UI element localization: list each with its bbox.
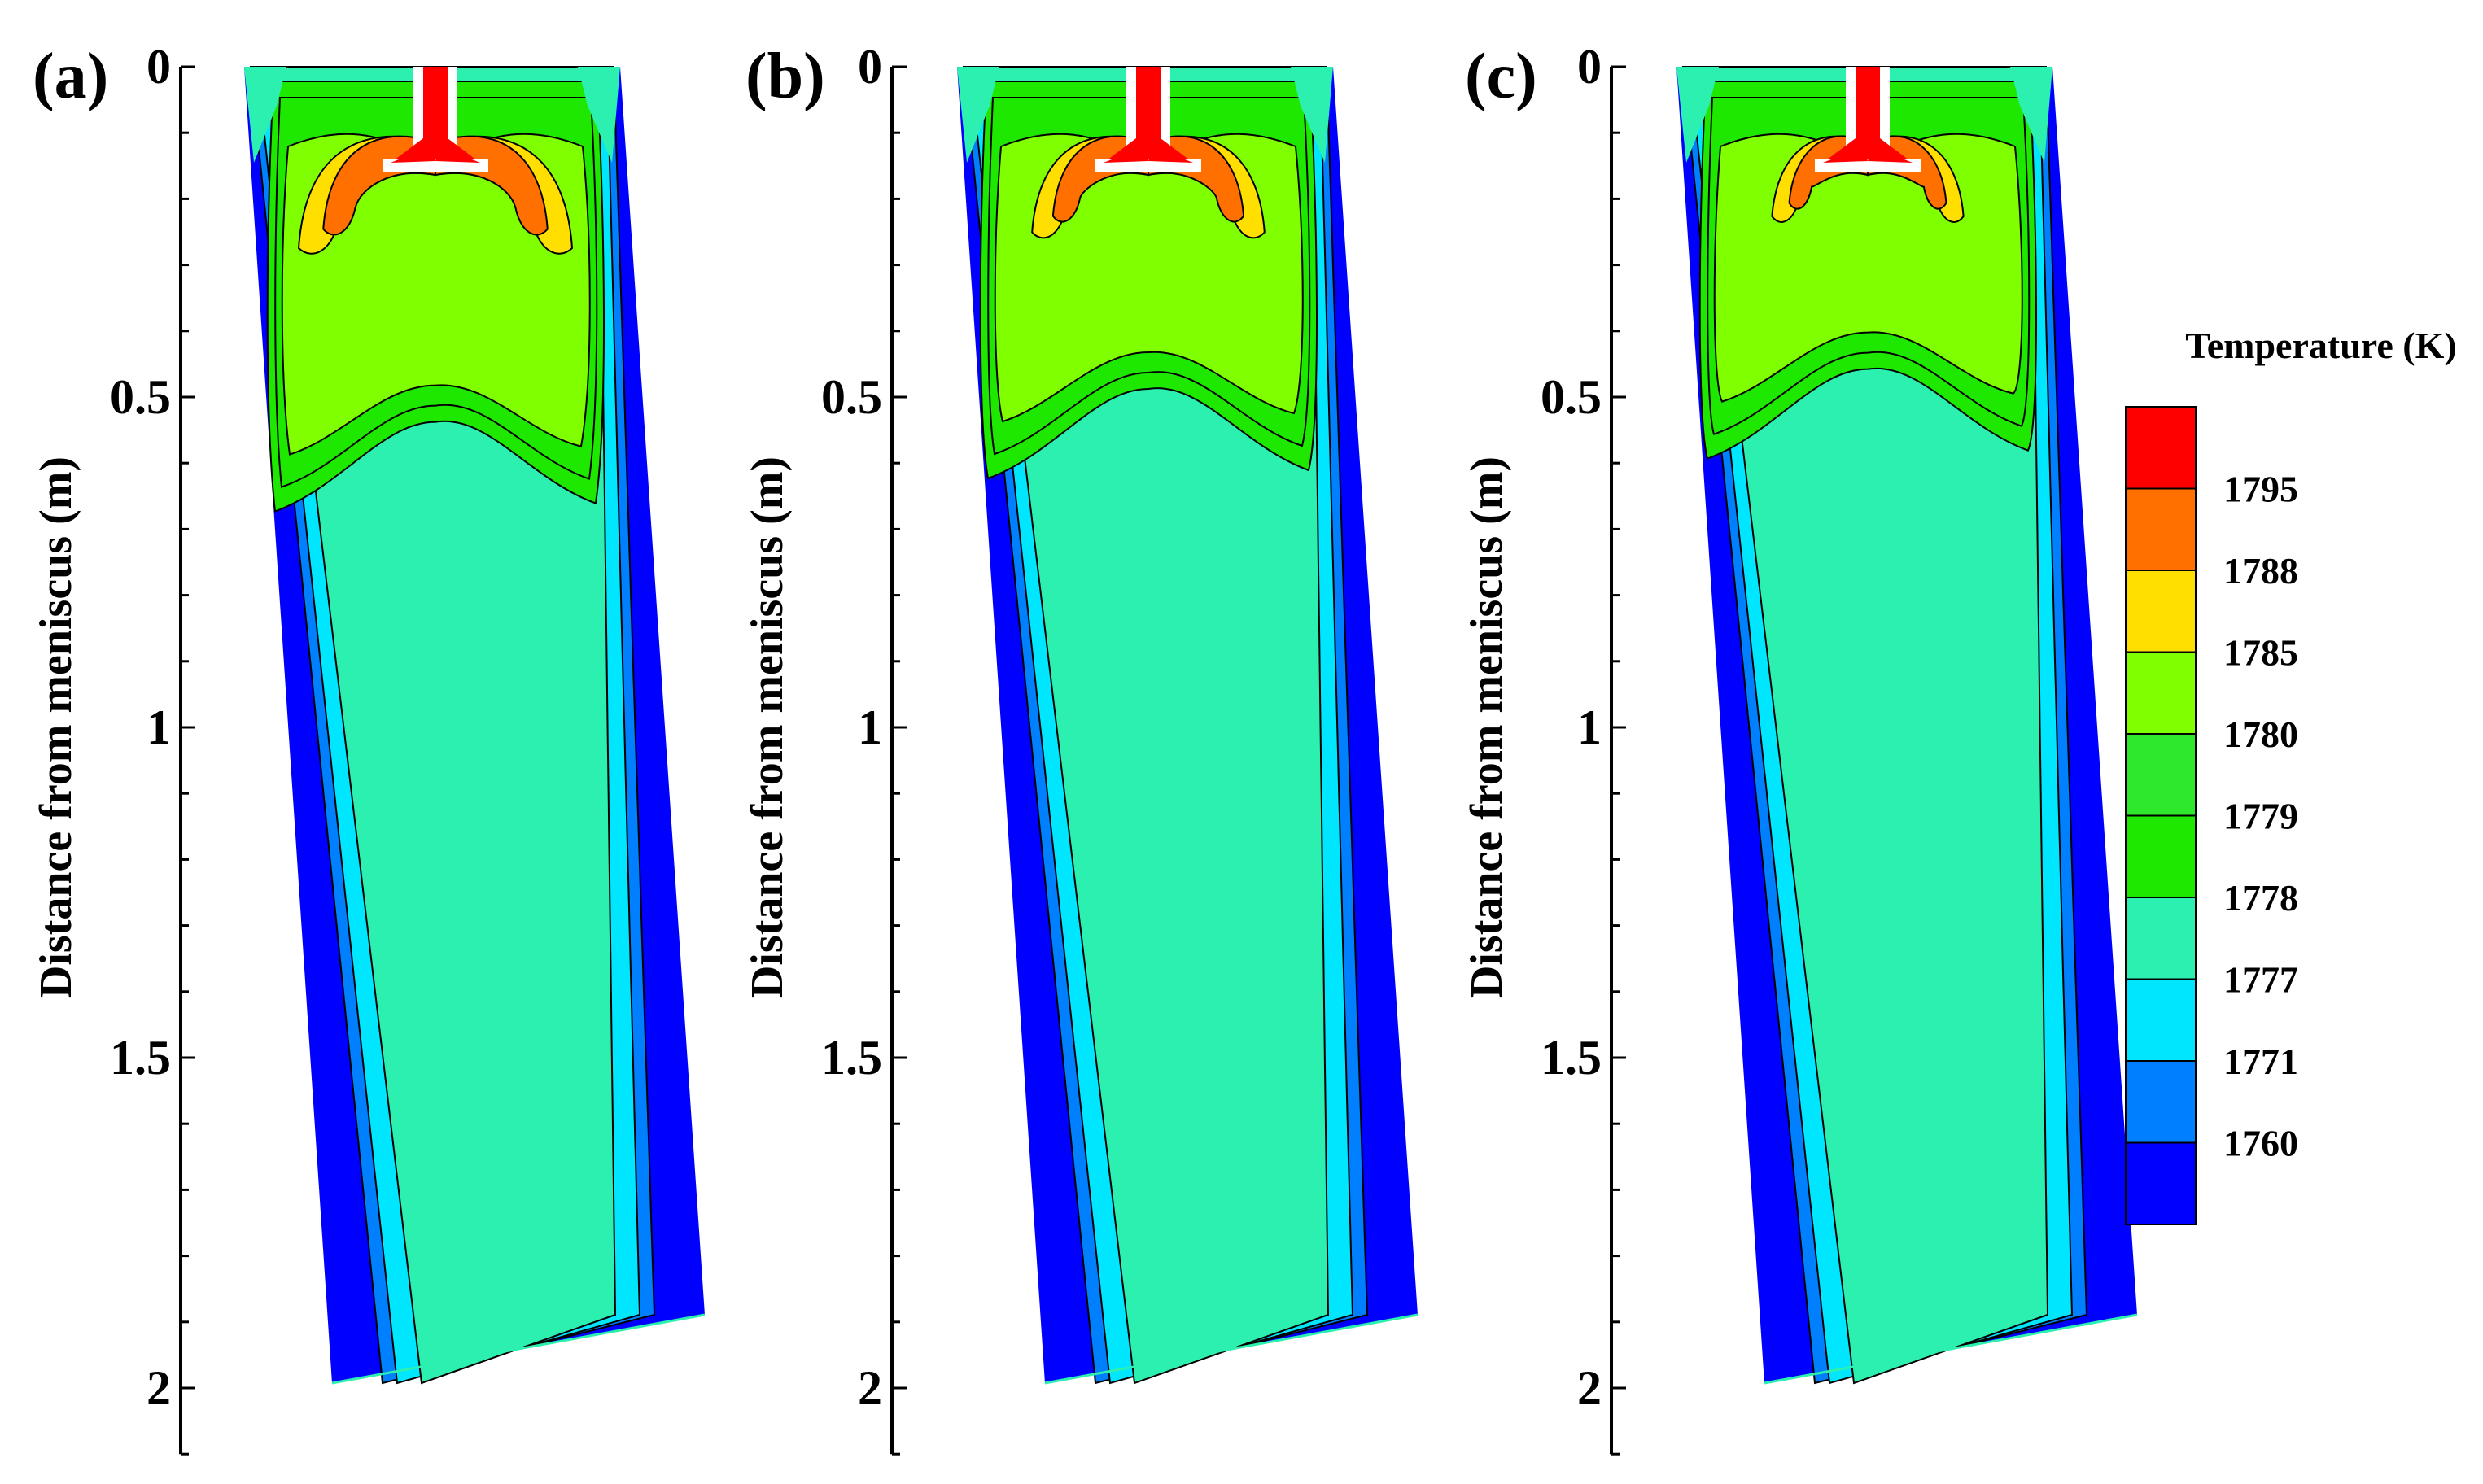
y-axis-title: Distance from meniscus (m)	[1462, 456, 1512, 998]
nozzle-bottom	[1095, 159, 1201, 172]
legend-swatch	[2125, 978, 2197, 1062]
legend-label: 1779	[2223, 796, 2298, 837]
panel-label: (c)	[1465, 41, 1537, 112]
y-tick-label: 0.5	[1541, 370, 1602, 424]
nozzle-bottom	[1815, 159, 1921, 172]
y-axis-title: Distance from meniscus (m)	[31, 456, 81, 998]
legend-label: 1760	[2223, 1123, 2298, 1164]
y-tick-label: 0	[1577, 40, 1602, 94]
y-tick-label: 0	[858, 40, 882, 94]
legend-label: 1795	[2223, 469, 2298, 510]
legend-swatch	[2125, 1060, 2197, 1144]
panel-label: (a)	[33, 41, 108, 112]
nozzle-port-right	[1148, 146, 1193, 163]
y-tick-label: 1.5	[821, 1031, 882, 1085]
legend-swatch	[2125, 651, 2197, 735]
panel-1: (a) 0 0.5 1 1.5 2 Distance from meniscus (m)	[31, 40, 706, 1456]
meniscus-corner-right	[578, 67, 620, 163]
strand-bottom-edge	[1044, 1313, 1419, 1385]
meniscus-corner-left	[1676, 67, 1719, 163]
nozzle-port-right	[435, 146, 480, 163]
panel-3: (c) 0 0.5 1 1.5 2 Distance from meniscus (m)	[1462, 40, 2138, 1456]
meniscus-corner-left	[957, 67, 999, 163]
panel-label: (b)	[745, 41, 825, 112]
legend-swatch	[2125, 406, 2197, 490]
legend-swatch	[2125, 733, 2197, 817]
nozzle-port-right	[1868, 146, 1913, 163]
legend-label: 1780	[2223, 714, 2298, 755]
panel-2: (b) 0 0.5 1 1.5 2 Distance from meniscus (m)	[742, 40, 1419, 1456]
legend-swatch	[2125, 1141, 2197, 1225]
legend-title: Temperature (K)	[2185, 325, 2456, 366]
nozzle-bottom	[383, 159, 488, 172]
legend-label: 1771	[2223, 1041, 2298, 1082]
y-tick-label: 0	[146, 40, 171, 94]
meniscus-corner-right	[1291, 67, 1333, 163]
y-tick-label: 1.5	[1541, 1031, 1602, 1085]
y-tick-label: 1	[146, 701, 171, 754]
strand-bottom-edge	[1764, 1313, 2138, 1385]
legend-swatch	[2125, 897, 2197, 980]
legend-swatch	[2125, 570, 2197, 653]
legend: Temperature (K) 1795 1788 1785 1780 1779 1778 1…	[2125, 325, 2457, 1225]
nozzle-port-left	[1104, 146, 1148, 163]
meniscus-corner-right	[2010, 67, 2052, 163]
legend-swatch	[2125, 487, 2197, 571]
nozzle-port-left	[1823, 146, 1868, 163]
y-tick-label: 2	[858, 1361, 882, 1415]
y-tick-label: 1	[1577, 701, 1602, 754]
y-tick-label: 0.5	[110, 370, 171, 424]
legend-label: 1777	[2223, 959, 2298, 1001]
legend-label: 1788	[2223, 550, 2298, 591]
meniscus-corner-left	[244, 67, 286, 163]
y-tick-label: 1.5	[110, 1031, 171, 1085]
legend-label: 1778	[2223, 877, 2298, 919]
y-tick-label: 1	[858, 701, 882, 754]
y-axis-title: Distance from meniscus (m)	[742, 456, 793, 998]
strand-bottom-edge	[331, 1313, 706, 1385]
nozzle-port-left	[391, 146, 435, 163]
y-tick-label: 2	[146, 1361, 171, 1415]
legend-swatch	[2125, 814, 2197, 898]
y-tick-label: 0.5	[821, 370, 882, 424]
y-tick-label: 2	[1577, 1361, 1602, 1415]
legend-label: 1785	[2223, 632, 2298, 674]
